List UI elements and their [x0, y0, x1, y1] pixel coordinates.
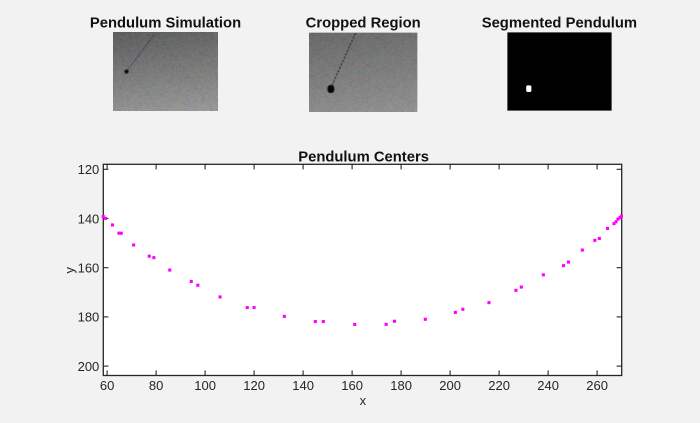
svg-text:140: 140 [292, 378, 314, 393]
svg-text:160: 160 [78, 261, 100, 276]
svg-text:x: x [360, 393, 367, 408]
svg-text:180: 180 [78, 310, 100, 325]
svg-text:Pendulum Simulation: Pendulum Simulation [90, 16, 241, 32]
svg-text:Pendulum Centers: Pendulum Centers [298, 150, 429, 166]
svg-text:Segmented Pendulum: Segmented Pendulum [482, 16, 637, 32]
svg-text:200: 200 [78, 359, 100, 374]
svg-text:120: 120 [78, 162, 100, 177]
svg-text:100: 100 [194, 378, 216, 393]
svg-text:60: 60 [100, 378, 114, 393]
svg-text:160: 160 [341, 378, 363, 393]
svg-text:200: 200 [439, 378, 461, 393]
svg-text:140: 140 [78, 211, 100, 226]
svg-text:260: 260 [586, 378, 608, 393]
svg-text:220: 220 [488, 378, 510, 393]
svg-text:y: y [62, 266, 77, 273]
svg-text:180: 180 [390, 378, 412, 393]
svg-text:Cropped Region: Cropped Region [306, 16, 421, 32]
svg-text:240: 240 [537, 378, 559, 393]
svg-text:80: 80 [149, 378, 163, 393]
svg-text:120: 120 [243, 378, 265, 393]
